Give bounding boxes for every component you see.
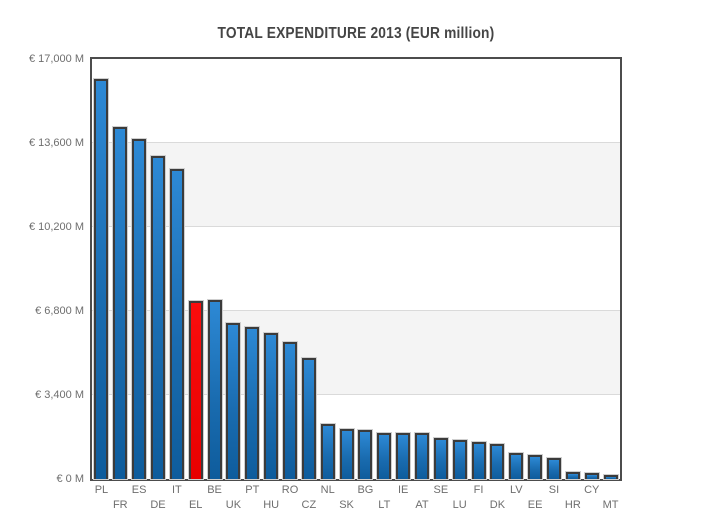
x-tick-label-be: BE: [207, 484, 222, 496]
gridline: [92, 226, 620, 227]
x-tick-label-pl: PL: [94, 484, 109, 496]
y-tick-label: € 17,000 M: [28, 53, 84, 65]
bar-pt[interactable]: [245, 326, 260, 479]
bar-lu[interactable]: [452, 439, 467, 479]
bar-se[interactable]: [433, 437, 448, 479]
gridline: [92, 394, 620, 395]
y-tick-label: € 6,800 M: [35, 305, 84, 317]
x-tick-label-de: DE: [150, 499, 166, 511]
x-tick-label-sk: SK: [339, 499, 354, 511]
x-tick-label-es: ES: [131, 484, 147, 496]
x-tick-label-it: IT: [171, 484, 182, 496]
x-tick-label-cy: CY: [584, 484, 600, 496]
bar-cy[interactable]: [584, 473, 599, 479]
x-tick-label-lt: LT: [378, 499, 391, 511]
bar-de[interactable]: [151, 156, 165, 479]
bar-fi[interactable]: [471, 442, 486, 479]
bar-it[interactable]: [169, 168, 184, 479]
x-tick-label-at: AT: [415, 499, 429, 511]
x-tick-label-fi: FI: [473, 484, 484, 496]
bar-mt[interactable]: [603, 475, 618, 479]
x-tick-label-si: SI: [548, 484, 560, 496]
y-tick-label: € 10,200 M: [28, 221, 84, 233]
bar-ie[interactable]: [396, 432, 411, 479]
chart-title: TOTAL EXPENDITURE 2013 (EUR million): [217, 25, 495, 42]
x-tick-label-mt: MT: [602, 499, 619, 511]
bar-be[interactable]: [207, 300, 222, 479]
x-tick-label-ro: RO: [281, 484, 299, 496]
bar-uk[interactable]: [226, 323, 241, 479]
bar-nl[interactable]: [320, 423, 335, 479]
bar-es[interactable]: [132, 139, 147, 479]
bar-at[interactable]: [415, 432, 429, 479]
bar-pl[interactable]: [94, 79, 109, 479]
y-tick-label: € 13,600 M: [28, 137, 84, 149]
bar-sk[interactable]: [339, 428, 354, 479]
chart-title-wrap: TOTAL EXPENDITURE 2013 (EUR million): [90, 25, 622, 43]
x-axis: PL FR ES DE IT EL BE UK PT HU RO CZ NL SK BG LT IE AT SE LU…: [92, 484, 620, 518]
x-tick-label-hu: HU: [263, 499, 280, 511]
x-tick-label-bg: BG: [357, 484, 374, 496]
bar-lt[interactable]: [377, 432, 392, 479]
x-tick-label-hr: HR: [564, 499, 581, 511]
x-tick-label-pt: PT: [245, 484, 260, 496]
bar-fr[interactable]: [113, 127, 128, 479]
plot-area: [90, 57, 622, 481]
x-tick-label-ie: IE: [397, 484, 409, 496]
y-tick-label: € 0 M: [56, 473, 84, 485]
bar-cz[interactable]: [301, 358, 316, 479]
x-tick-label-se: SE: [433, 484, 449, 496]
y-axis: € 0 M € 3,400 M € 6,800 M € 10,200 M € 13,60…: [0, 0, 85, 531]
x-tick-label-lv: LV: [509, 484, 523, 496]
x-tick-label-nl: NL: [320, 484, 335, 496]
x-tick-label-el: EL: [188, 499, 203, 511]
x-tick-label-uk: UK: [225, 499, 242, 511]
x-tick-label-fr: FR: [112, 499, 128, 511]
bar-ro[interactable]: [283, 341, 297, 479]
x-tick-label-cz: CZ: [301, 499, 317, 511]
x-tick-label-dk: DK: [489, 499, 506, 511]
gridline: [92, 142, 620, 143]
y-tick-label: € 3,400 M: [35, 389, 84, 401]
x-tick-label-ee: EE: [527, 499, 543, 511]
bar-hu[interactable]: [264, 333, 279, 479]
bar-ee[interactable]: [528, 455, 543, 479]
bar-hr[interactable]: [565, 471, 580, 479]
bar-si[interactable]: [547, 458, 561, 479]
gridline: [92, 310, 620, 311]
bar-dk[interactable]: [490, 443, 505, 479]
x-tick-label-lu: LU: [452, 499, 467, 511]
bar-el[interactable]: [188, 300, 203, 479]
bar-lv[interactable]: [509, 452, 524, 479]
bar-bg[interactable]: [358, 430, 373, 479]
